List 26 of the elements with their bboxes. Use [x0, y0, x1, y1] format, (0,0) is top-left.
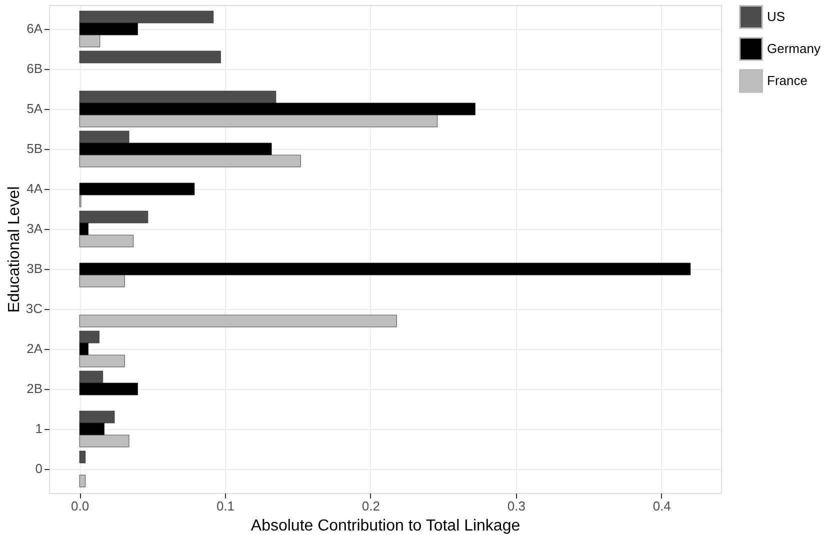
y-tick-label: 0 [35, 461, 42, 476]
y-tick-label: 1 [35, 421, 42, 436]
y-tick-label: 5A [26, 101, 43, 116]
bar [79, 50, 221, 64]
y-tick-label: 2B [26, 381, 42, 396]
y-tick-label: 3C [26, 301, 42, 316]
legend-label: France [767, 73, 808, 88]
y-tick-label: 2A [26, 341, 43, 356]
y-tick-label: 5B [26, 141, 42, 156]
legend-label: Germany [767, 41, 821, 56]
bar [79, 474, 86, 488]
y-tick-label: 3B [26, 261, 42, 276]
y-tick-label: 6A [26, 21, 43, 36]
x-tick-label: 0.2 [362, 498, 380, 514]
y-axis-title: Educational Level [6, 186, 23, 313]
y-tick-label: 6B [26, 61, 42, 76]
bar [79, 450, 86, 464]
bar [79, 314, 397, 328]
y-tick-label: 4A [26, 181, 43, 196]
x-tick-label: 0.0 [71, 498, 90, 514]
legend-label: US [767, 9, 786, 24]
x-tick-label: 0.1 [216, 498, 235, 514]
y-tick-label: 3A [26, 221, 43, 236]
x-tick-label: 0.3 [507, 498, 526, 514]
x-tick-label: 0.4 [652, 498, 671, 514]
x-axis-title: Absolute Contribution to Total Linkage [250, 518, 520, 534]
